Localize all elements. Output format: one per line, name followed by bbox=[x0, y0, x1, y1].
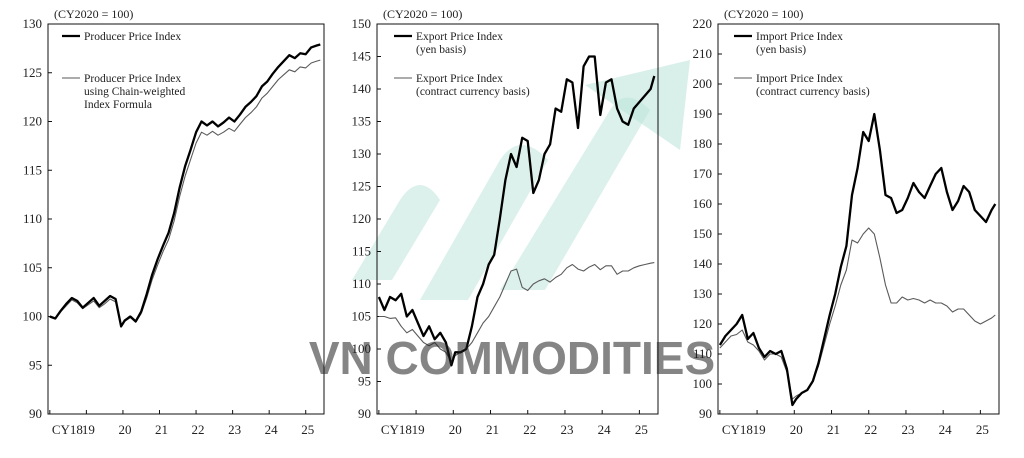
x-tick-label: 23 bbox=[228, 422, 241, 437]
y-tick-label: 90 bbox=[699, 406, 712, 421]
unit-label: (CY2020 = 100) bbox=[54, 7, 133, 21]
legend-label: Producer Price Index bbox=[84, 31, 181, 43]
y-tick-label: 105 bbox=[352, 309, 372, 324]
series-line bbox=[378, 262, 655, 363]
y-tick-label: 130 bbox=[352, 146, 372, 161]
watermark-band-3 bbox=[500, 97, 650, 290]
y-tick-label: 110 bbox=[352, 276, 371, 291]
export-price-chart: (CY2020 = 100) 90 95 100 105 110 115 120 125 130 1… bbox=[352, 7, 659, 437]
y-tick-label: 120 bbox=[352, 211, 372, 226]
y-tick-label: 100 bbox=[693, 376, 713, 391]
y-tick-label: 115 bbox=[23, 162, 42, 177]
legend-label: Import Price Index (yen basis) bbox=[756, 31, 843, 56]
y-tick-label: 160 bbox=[693, 196, 713, 211]
series-line bbox=[49, 59, 321, 328]
x-tick-label: 22 bbox=[864, 422, 877, 437]
y-tick-label: 130 bbox=[23, 16, 43, 31]
x-tick-label: 21 bbox=[827, 422, 840, 437]
x-tick-label: CY18 bbox=[381, 422, 412, 437]
import-price-chart: (CY2020 = 100) 90 100 110 120 130 140 150 160 170… bbox=[693, 7, 1000, 437]
unit-label: (CY2020 = 100) bbox=[724, 7, 803, 21]
y-tick-label: 125 bbox=[23, 65, 43, 80]
x-tick-label: 24 bbox=[598, 422, 612, 437]
y-tick-label: 210 bbox=[693, 46, 713, 61]
x-tick-label: CY18 bbox=[722, 422, 753, 437]
y-tick-label: 145 bbox=[352, 49, 372, 64]
y-tick-label: 130 bbox=[693, 286, 713, 301]
y-tick-label: 95 bbox=[29, 357, 42, 372]
y-tick-label: 170 bbox=[693, 166, 713, 181]
y-tick-label: 150 bbox=[352, 16, 372, 31]
legend-label: Import Price Index (contract currency bas… bbox=[756, 73, 870, 98]
x-tick-label: 24 bbox=[265, 422, 279, 437]
y-tick-label: 140 bbox=[693, 256, 713, 271]
y-tick-label: 190 bbox=[693, 106, 713, 121]
series-line bbox=[49, 43, 321, 328]
y-tick-label: 135 bbox=[352, 114, 372, 129]
x-tick-label: 24 bbox=[939, 422, 953, 437]
unit-label: (CY2020 = 100) bbox=[383, 7, 462, 21]
y-tick-label: 125 bbox=[352, 179, 372, 194]
series-line bbox=[377, 55, 656, 367]
y-tick-label: 90 bbox=[358, 406, 371, 421]
series-line bbox=[719, 227, 996, 400]
x-tick-label: 21 bbox=[486, 422, 499, 437]
y-tick-label: 120 bbox=[23, 114, 43, 129]
x-tick-label: 22 bbox=[192, 422, 205, 437]
y-tick-label: 100 bbox=[23, 309, 43, 324]
y-tick-label: 95 bbox=[358, 374, 371, 389]
x-tick-label: 19 bbox=[753, 422, 766, 437]
y-tick-label: 105 bbox=[23, 260, 43, 275]
y-tick-label: 140 bbox=[352, 81, 372, 96]
y-tick-label: 90 bbox=[29, 406, 42, 421]
y-tick-label: 115 bbox=[352, 244, 371, 259]
series-line bbox=[718, 112, 997, 407]
watermark-band-2 bbox=[420, 145, 548, 300]
x-tick-label: 20 bbox=[790, 422, 803, 437]
x-tick-label: 23 bbox=[901, 422, 914, 437]
x-tick-label: CY18 bbox=[52, 422, 83, 437]
y-tick-label: 100 bbox=[352, 341, 372, 356]
x-tick-label: 22 bbox=[523, 422, 536, 437]
y-tick-label: 150 bbox=[693, 226, 713, 241]
legend-label: Export Price Index (contract currency bas… bbox=[416, 73, 530, 98]
x-tick-label: 25 bbox=[301, 422, 314, 437]
y-tick-label: 180 bbox=[693, 136, 713, 151]
y-tick-label: 220 bbox=[693, 16, 713, 31]
x-tick-label: 20 bbox=[449, 422, 462, 437]
y-tick-label: 120 bbox=[693, 316, 713, 331]
x-tick-label: 20 bbox=[118, 422, 131, 437]
x-tick-label: 25 bbox=[635, 422, 648, 437]
x-tick-label: 19 bbox=[412, 422, 425, 437]
legend-label: Producer Price Index using Chain-weighted… bbox=[84, 73, 185, 111]
x-tick-label: 25 bbox=[976, 422, 989, 437]
watermark-band-1 bbox=[352, 185, 440, 280]
x-tick-label: 23 bbox=[560, 422, 573, 437]
x-tick-label: 19 bbox=[82, 422, 95, 437]
watermark-text: VN COMMODITIES bbox=[309, 332, 715, 384]
plot-frame bbox=[717, 23, 1000, 415]
y-tick-label: 110 bbox=[23, 211, 42, 226]
y-tick-label: 200 bbox=[693, 76, 713, 91]
legend-label: Export Price Index (yen basis) bbox=[416, 31, 503, 56]
y-tick-label: 110 bbox=[693, 346, 712, 361]
x-tick-label: 21 bbox=[155, 422, 168, 437]
producer-price-chart: (CY2020 = 100) 90 95 100 105 110 115 120 125 130 C… bbox=[23, 7, 325, 437]
